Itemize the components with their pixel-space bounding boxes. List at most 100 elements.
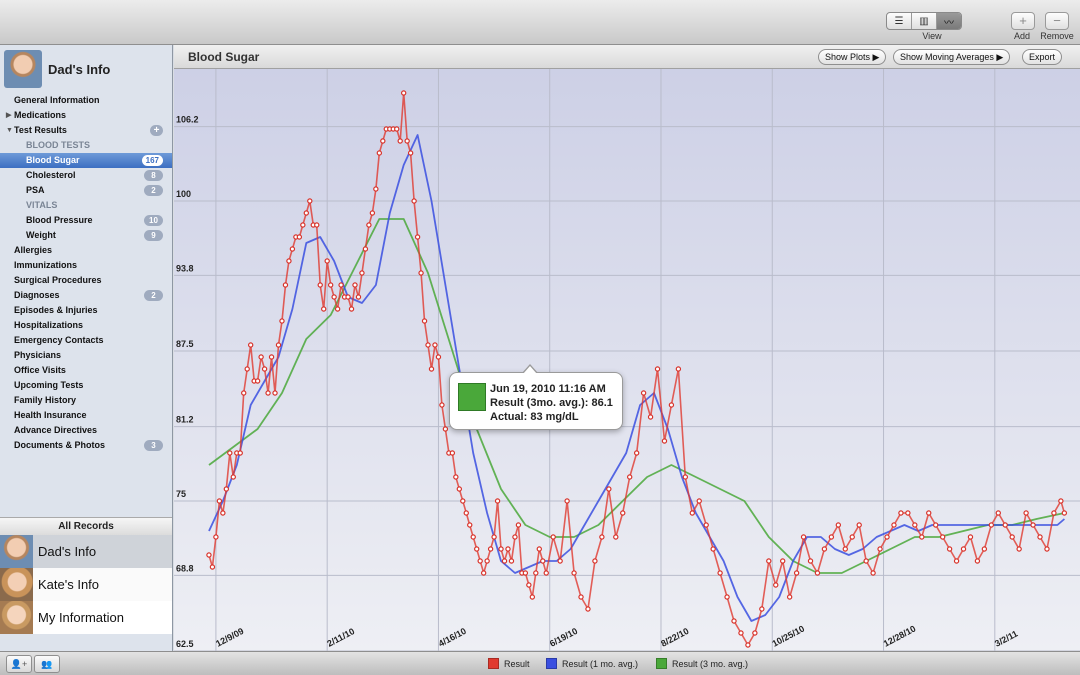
data-point [682, 474, 689, 480]
sidebar-item-blood-sugar[interactable]: Blood Sugar 167 [0, 153, 172, 168]
data-point [533, 570, 539, 576]
data-point [289, 246, 296, 252]
data-point [254, 378, 261, 384]
window-toolbar: ☰ ▥ 〰 View + Add − Remove [0, 0, 1080, 45]
data-point [905, 510, 911, 516]
sidebar-item-family-history[interactable]: Family History [0, 393, 172, 408]
data-point [953, 558, 960, 564]
sidebar-item-allergies[interactable]: Allergies [0, 243, 172, 258]
sidebar-item-advance-directives[interactable]: Advance Directives [0, 423, 172, 438]
sidebar-item-office-visits[interactable]: Office Visits [0, 363, 172, 378]
record-my-information[interactable]: My Information [0, 601, 172, 634]
data-point [828, 534, 835, 540]
sidebar-item-upcoming-tests[interactable]: Upcoming Tests [0, 378, 172, 393]
sidebar-item-label: Hospitalizations [14, 320, 84, 330]
show-moving-averages-button[interactable]: Show Moving Averages ▶ [893, 49, 1011, 65]
data-point [474, 546, 480, 552]
data-point [244, 366, 250, 372]
data-point [919, 534, 925, 540]
add-test-result-icon[interactable]: + [150, 125, 163, 136]
export-button[interactable]: Export [1022, 49, 1063, 65]
data-point [463, 510, 469, 516]
count-badge: 9 [144, 230, 163, 241]
sidebar-item-diagnoses[interactable]: Diagnoses 2 [0, 288, 172, 303]
view-segmented-control[interactable]: ☰ ▥ 〰 [886, 12, 962, 30]
data-point [529, 594, 536, 600]
sidebar-item-blood-pressure[interactable]: Blood Pressure 10 [0, 213, 172, 228]
data-point [512, 534, 518, 540]
data-point [967, 534, 974, 540]
data-point [501, 558, 508, 564]
disclosure-triangle-icon[interactable]: ▶ [6, 112, 12, 119]
add-label: Add [1013, 31, 1030, 41]
sidebar-item-label: Weight [26, 230, 56, 240]
data-point [487, 546, 494, 552]
disclosure-triangle-icon[interactable]: ▼ [6, 127, 13, 134]
data-point [508, 558, 515, 564]
data-point [981, 546, 988, 552]
data-point [773, 582, 779, 588]
data-point [675, 366, 682, 372]
sidebar-item-label: Cholesterol [26, 170, 76, 180]
data-point [974, 558, 981, 564]
sidebar-item-label: Office Visits [14, 365, 66, 375]
data-point [800, 534, 807, 540]
data-point [366, 222, 372, 228]
sidebar-item-weight[interactable]: Weight 9 [0, 228, 172, 243]
people-group-icon[interactable]: 👥 [34, 655, 60, 673]
sidebar-item-psa[interactable]: PSA 2 [0, 183, 172, 198]
sidebar-item-label: Upcoming Tests [14, 380, 84, 390]
data-point [863, 558, 869, 564]
legend-label: Result (1 mo. avg.) [562, 658, 639, 669]
data-point [926, 510, 932, 516]
add-person-icon[interactable]: 👤+ [6, 655, 32, 673]
data-point [303, 210, 310, 216]
data-point [988, 522, 995, 528]
data-point [578, 594, 584, 600]
data-point [870, 570, 876, 576]
legend-swatch [656, 658, 667, 669]
data-point [307, 198, 313, 204]
sidebar-item-medications[interactable]: ▶ Medications [0, 108, 172, 123]
sidebar-item-general-information[interactable]: General Information [0, 93, 172, 108]
sidebar-item-immunizations[interactable]: Immunizations [0, 258, 172, 273]
data-point [613, 534, 619, 540]
sidebar-item-label: Episodes & Injuries [14, 305, 98, 315]
data-point [449, 450, 456, 456]
data-point [884, 534, 890, 540]
sidebar-item-test-results[interactable]: ▼ Test Results + [0, 123, 172, 138]
sidebar-item-episodes-injuries[interactable]: Episodes & Injuries [0, 303, 172, 318]
add-button[interactable]: + [1011, 12, 1035, 30]
sidebar-item-cholesterol[interactable]: Cholesterol 8 [0, 168, 172, 183]
record-kates-info[interactable]: Kate's Info [0, 568, 172, 601]
sidebar-item-surgical-procedures[interactable]: Surgical Procedures [0, 273, 172, 288]
data-point [932, 522, 939, 528]
data-point [793, 570, 800, 576]
show-plots-button[interactable]: Show Plots ▶ [818, 49, 887, 65]
column-view-icon[interactable]: ▥ [912, 13, 937, 29]
chart-view-icon[interactable]: 〰 [937, 13, 961, 29]
content-header: Blood Sugar Show Plots ▶ Show Moving Ave… [174, 45, 1080, 69]
data-point [331, 294, 337, 300]
y-tick-label: 75 [176, 489, 186, 499]
sidebar-item-health-insurance[interactable]: Health Insurance [0, 408, 172, 423]
data-point [654, 366, 661, 372]
sidebar-item-physicians[interactable]: Physicians [0, 348, 172, 363]
record-dads-info[interactable]: Dad's Info [0, 535, 172, 568]
data-point [404, 138, 410, 144]
sidebar-item-emergency-contacts[interactable]: Emergency Contacts [0, 333, 172, 348]
remove-button[interactable]: − [1045, 12, 1069, 30]
y-tick-label: 81.2 [176, 415, 194, 425]
data-point [400, 90, 407, 96]
sidebar-item-documents-photos[interactable]: Documents & Photos 3 [0, 438, 172, 453]
data-point [380, 138, 386, 144]
data-point [300, 222, 306, 228]
data-point [411, 198, 417, 204]
data-point [585, 606, 591, 612]
list-view-icon[interactable]: ☰ [887, 13, 912, 29]
data-point [515, 522, 522, 528]
sidebar-item-hospitalizations[interactable]: Hospitalizations [0, 318, 172, 333]
data-point [286, 258, 292, 264]
data-point [731, 618, 737, 624]
